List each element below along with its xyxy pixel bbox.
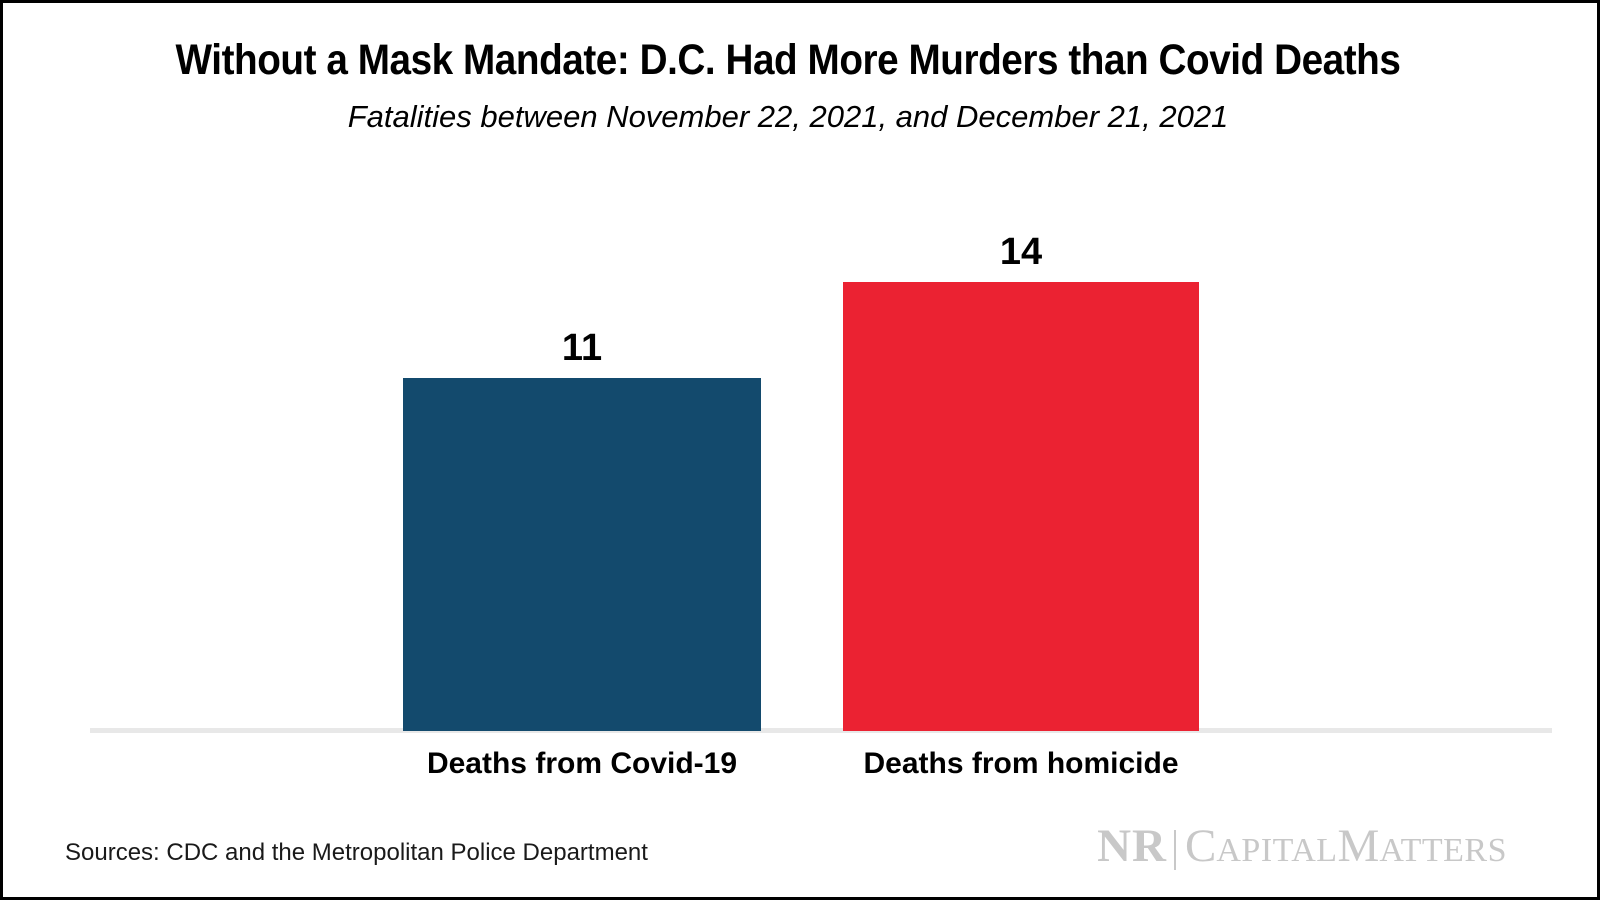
logo-nr-text: NR bbox=[1097, 820, 1167, 872]
logo-matters-rest: ATTERS bbox=[1379, 832, 1507, 869]
logo-matters-initial: M bbox=[1337, 820, 1380, 872]
value-label-deaths-from-covid-19: 11 bbox=[561, 327, 603, 369]
source-note: Sources: CDC and the Metropolitan Police… bbox=[65, 839, 648, 866]
logo-capital-rest: APITAL bbox=[1216, 832, 1338, 869]
category-label-deaths-from-covid-19: Deaths from Covid-19 bbox=[426, 747, 738, 780]
logo-pipe-divider bbox=[1174, 830, 1176, 870]
nr-capital-matters-logo: NR C APITAL M ATTERS bbox=[1097, 819, 1507, 873]
logo-capital-initial: C bbox=[1185, 820, 1217, 872]
category-label-deaths-from-homicide: Deaths from homicide bbox=[863, 747, 1179, 780]
chart-title: Without a Mask Mandate: D.C. Had More Mu… bbox=[175, 36, 1401, 84]
x-axis-line bbox=[90, 728, 1552, 733]
bar-deaths-from-homicide bbox=[843, 282, 1199, 731]
bar-deaths-from-covid-19 bbox=[403, 378, 761, 731]
value-label-deaths-from-homicide: 14 bbox=[999, 231, 1043, 273]
chart-subtitle: Fatalities between November 22, 2021, an… bbox=[347, 99, 1229, 134]
